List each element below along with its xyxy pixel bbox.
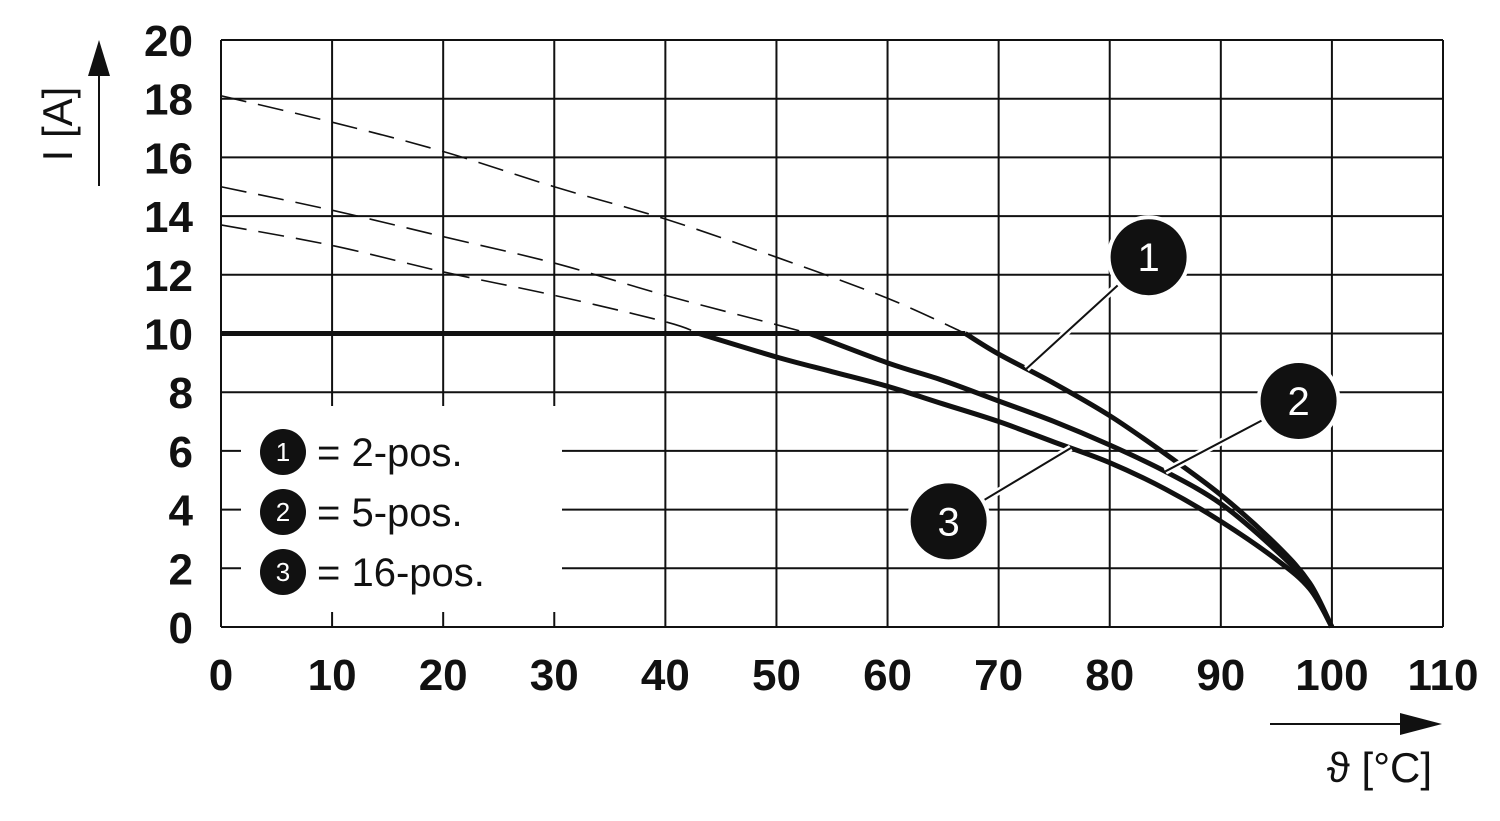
x-tick-label-90: 90: [1196, 651, 1245, 700]
y-tick-label-4: 4: [169, 487, 194, 536]
callout-3-circle: [910, 483, 987, 560]
series-lines: [220, 94, 1335, 629]
legend-entry-1: 1 = 2-pos.: [260, 429, 463, 475]
callout-2-label: 2: [1287, 380, 1309, 424]
series-1-dashed-line: [220, 94, 966, 335]
x-tick-label-10: 10: [308, 651, 357, 700]
y-tick-label-2: 2: [169, 545, 193, 594]
series-2-dashed-line: [220, 185, 810, 335]
legend-entry-3-text: = 16-pos.: [317, 551, 485, 595]
legend-entry-1-text: = 2-pos.: [317, 431, 463, 475]
legend-entry-2-text: = 5-pos.: [317, 491, 463, 535]
series-3-curve: [697, 331, 1335, 629]
y-tick-label-6: 6: [169, 428, 193, 477]
x-axis-label-group: ϑ [°C]: [1270, 713, 1442, 791]
callout-3-label: 3: [938, 500, 960, 544]
y-tick-label-0: 0: [169, 604, 193, 653]
y-tick-label-20: 20: [144, 17, 193, 66]
y-tick-labels: 0 2 4 6 8 10 12 14 16 18 20: [144, 17, 193, 653]
legend-entry-2: 2 = 5-pos.: [260, 489, 463, 535]
y-tick-label-8: 8: [169, 369, 193, 418]
callout-2-circle: [1260, 363, 1337, 440]
legend: 1 = 2-pos. 2 = 5-pos. 3 = 16-pos.: [241, 406, 562, 612]
series-2-curve: [808, 331, 1335, 629]
x-tick-label-60: 60: [863, 651, 912, 700]
legend-marker-2: [260, 489, 306, 535]
series-1-curve: [963, 331, 1335, 629]
x-tick-labels: 0 10 20 30 40 50 60 70 80 90 100 110: [209, 651, 1479, 700]
x-tick-label-40: 40: [641, 651, 690, 700]
legend-marker-1-label: 1: [276, 437, 290, 467]
x-axis-label: ϑ [°C]: [1327, 744, 1432, 791]
x-axis-arrow-head: [1400, 713, 1442, 735]
y-tick-label-18: 18: [144, 76, 193, 125]
y-tick-label-12: 12: [144, 252, 193, 301]
y-axis-label-group: I [A]: [34, 40, 110, 186]
legend-marker-3-label: 3: [276, 557, 290, 587]
x-tick-label-80: 80: [1085, 651, 1134, 700]
x-tick-label-100: 100: [1295, 651, 1368, 700]
callout-1-circle: [1110, 219, 1187, 296]
x-tick-label-50: 50: [752, 651, 801, 700]
callouts: 1 2 3: [906, 215, 1341, 564]
x-tick-label-70: 70: [974, 651, 1023, 700]
legend-marker-3: [260, 549, 306, 595]
series-3-dashed-line: [220, 224, 699, 335]
x-tick-label-30: 30: [530, 651, 579, 700]
y-axis-arrow-head: [88, 40, 110, 76]
callout-1-label: 1: [1137, 236, 1159, 280]
legend-marker-1: [260, 429, 306, 475]
x-tick-label-110: 110: [1408, 651, 1479, 700]
y-tick-label-16: 16: [144, 134, 193, 183]
y-axis-label: I [A]: [34, 87, 81, 162]
x-tick-label-0: 0: [209, 651, 233, 700]
legend-entry-3: 3 = 16-pos.: [260, 549, 485, 595]
y-tick-label-10: 10: [144, 311, 193, 360]
legend-marker-2-label: 2: [276, 497, 290, 527]
y-tick-label-14: 14: [144, 193, 193, 242]
x-tick-label-20: 20: [419, 651, 468, 700]
